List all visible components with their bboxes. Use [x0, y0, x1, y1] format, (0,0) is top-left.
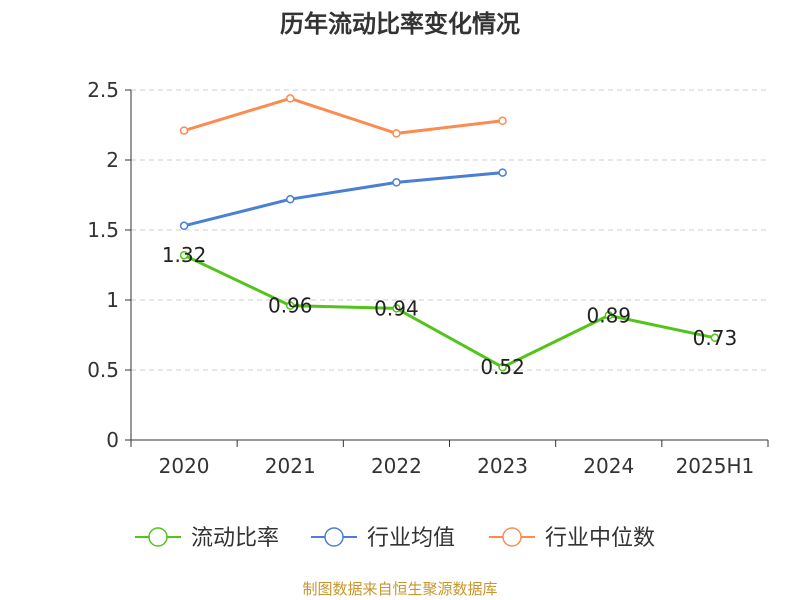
y-tick-label: 2 [106, 148, 119, 172]
legend-marker [148, 527, 168, 547]
y-tick-label: 1.5 [87, 218, 119, 242]
y-tick-label: 0.5 [87, 358, 119, 382]
legend-label: 流动比率 [191, 526, 279, 551]
y-tick-label: 2.5 [87, 78, 119, 102]
data-label: 1.32 [162, 243, 207, 267]
data-labels: 1.32 0.96 0.94 0.52 0.89 0.73 [162, 243, 737, 379]
legend-label: 行业中位数 [545, 526, 655, 551]
source-note: 制图数据来自恒生聚源数据库 [302, 580, 497, 598]
data-point [498, 362, 507, 372]
data-point [286, 301, 295, 310]
data-point [179, 250, 189, 260]
legend[interactable]: 流动比率 行业均值 行业中位数 [135, 526, 655, 551]
data-point [179, 126, 189, 135]
data-point [286, 194, 295, 204]
data-point [604, 311, 613, 320]
series-line [183, 96, 503, 135]
x-tick-label: 2021 [265, 454, 316, 478]
legend-label: 行业均值 [367, 526, 455, 551]
data-point [392, 129, 401, 138]
data-label: 0.94 [374, 296, 419, 320]
data-label: 0.96 [268, 294, 313, 318]
data-point [392, 304, 401, 313]
legend-marker [324, 527, 344, 547]
x-tick-label: 2020 [159, 454, 210, 478]
x-tick-label: 2025H1 [676, 454, 755, 478]
x-tick-label: 2022 [371, 454, 422, 478]
data-point [179, 221, 189, 231]
data-point [498, 168, 507, 177]
axes: 0 0.5 1 1.5 2 2.5 2020 2021 2022 2023 2024 2025H1 [87, 78, 769, 478]
y-tick-label: 1 [106, 288, 119, 312]
x-tick-label: 2024 [583, 454, 634, 478]
series-line [183, 171, 503, 228]
grid-lines [131, 89, 768, 371]
chart-title: 历年流动比率变化情况 [280, 10, 520, 38]
x-tick-label: 2023 [477, 454, 528, 478]
data-label: 0.89 [586, 303, 631, 327]
series-line [183, 253, 716, 369]
y-tick-label: 0 [106, 428, 119, 452]
legend-marker [502, 527, 522, 547]
data-label: 0.73 [693, 326, 738, 350]
data-point [498, 116, 507, 126]
data-label: 0.52 [480, 355, 525, 379]
data-point [286, 94, 295, 103]
data-point [710, 333, 720, 343]
data-point [392, 178, 401, 187]
series-layer [179, 94, 720, 372]
